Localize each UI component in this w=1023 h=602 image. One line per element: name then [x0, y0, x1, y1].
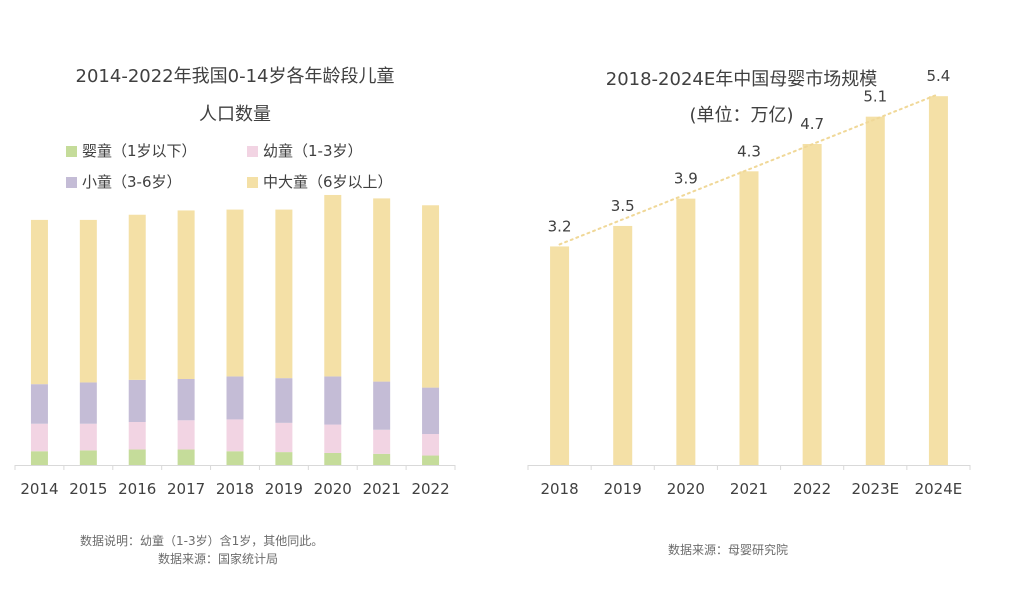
- market-size-bar-chart: 3.220183.520193.920204.320214.720225.120…: [527, 67, 971, 498]
- legend-swatch-preschool: [66, 177, 77, 188]
- bar-segment-infant-2016: [128, 449, 146, 465]
- left-chart-title-line1: 2014-2022年我国0-14岁各年龄段儿童: [75, 66, 395, 87]
- legend-item-preschool: 小童（3-6岁）: [66, 171, 182, 192]
- bar-segment-toddler-2018: [226, 419, 244, 452]
- legend-item-infant: 婴童（1岁以下）: [66, 140, 197, 161]
- bar-segment-older-child-2015: [79, 219, 97, 383]
- legend-label-older-child: 中大童（6岁以上）: [263, 173, 393, 191]
- left-x-tick-label: 2018: [216, 480, 254, 498]
- market-bar-2020: [676, 198, 696, 465]
- bar-segment-older-child-2020: [324, 194, 342, 377]
- bar-segment-older-child-2019: [275, 209, 293, 379]
- market-bar-2018: [550, 246, 570, 465]
- bar-segment-infant-2015: [79, 450, 97, 465]
- bar-segment-preschool-2018: [226, 376, 244, 420]
- bar-segment-preschool-2022: [422, 387, 440, 435]
- left-chart-panel: 2014-2022年我国0-14岁各年龄段儿童 人口数量 婴童（1岁以下） 幼童…: [0, 0, 470, 602]
- market-bar-2024E: [928, 96, 948, 466]
- trend-line: [558, 93, 940, 246]
- left-x-tick-label: 2019: [265, 480, 303, 498]
- market-data-label-2023E: 5.1: [863, 88, 887, 106]
- market-data-label-2022: 4.7: [800, 115, 824, 133]
- bar-segment-toddler-2015: [79, 423, 97, 451]
- bar-segment-preschool-2015: [79, 382, 97, 424]
- bar-segment-older-child-2018: [226, 209, 244, 377]
- bar-segment-infant-2017: [177, 449, 195, 465]
- left-x-tick-label: 2022: [411, 480, 449, 498]
- bar-segment-infant-2014: [30, 451, 48, 465]
- bar-segment-preschool-2017: [177, 379, 195, 421]
- right-chart-subtitle: (单位：万亿): [689, 105, 794, 126]
- bar-segment-infant-2018: [226, 451, 244, 465]
- market-bar-2019: [613, 225, 633, 465]
- legend-item-toddler: 幼童（1-3岁）: [247, 140, 363, 161]
- bar-segment-older-child-2017: [177, 210, 195, 379]
- bar-segment-toddler-2022: [422, 434, 440, 456]
- legend-swatch-infant: [66, 146, 77, 157]
- bar-segment-toddler-2016: [128, 422, 146, 450]
- bar-segment-preschool-2021: [373, 381, 391, 430]
- bar-segment-older-child-2021: [373, 198, 391, 382]
- right-x-tick-label: 2021: [730, 480, 768, 498]
- bar-segment-older-child-2016: [128, 214, 146, 380]
- market-bar-2023E: [865, 116, 885, 466]
- legend-swatch-toddler: [247, 146, 258, 157]
- left-x-tick-label: 2020: [314, 480, 352, 498]
- right-x-tick-label: 2018: [540, 480, 578, 498]
- right-x-tick-label: 2024E: [915, 480, 963, 498]
- bar-segment-toddler-2019: [275, 422, 293, 453]
- legend-label-preschool: 小童（3-6岁）: [82, 173, 182, 191]
- left-chart-title-line2: 人口数量: [199, 104, 271, 125]
- left-chart-source: 数据来源：国家统计局: [158, 552, 279, 566]
- bar-segment-infant-2022: [422, 455, 440, 465]
- legend-item-older-child: 中大童（6岁以上）: [247, 171, 393, 192]
- market-data-label-2024E: 5.4: [926, 67, 950, 85]
- left-chart-data-note: 数据说明：幼童（1-3岁）含1岁，其他同此。: [80, 534, 324, 548]
- left-x-tick-label: 2014: [20, 480, 58, 498]
- bar-segment-preschool-2014: [30, 384, 48, 424]
- legend-swatch-older-child: [247, 177, 258, 188]
- right-chart-panel: 2018-2024E年中国母婴市场规模 (单位：万亿) 3.2 2018 3.5 20…: [500, 0, 1023, 602]
- stacked-bar-chart: 2014 2015 2016 2017 2018 2019 2020 2021 2022: [14, 194, 456, 498]
- left-x-tick-label: 2015: [69, 480, 107, 498]
- bar-segment-toddler-2017: [177, 420, 195, 450]
- market-bar-2021: [739, 171, 759, 465]
- left-x-tick-label: 2016: [118, 480, 156, 498]
- bar-segment-older-child-2022: [422, 205, 440, 388]
- right-chart-title-line1: 2018-2024E年中国母婴市场规模: [605, 69, 878, 90]
- bar-segment-older-child-2014: [30, 219, 48, 385]
- bar-segment-infant-2019: [275, 452, 293, 465]
- right-x-tick-label: 2019: [604, 480, 642, 498]
- left-x-tick-label: 2021: [363, 480, 401, 498]
- bar-segment-preschool-2019: [275, 378, 293, 423]
- market-data-label-2021: 4.3: [737, 142, 761, 160]
- market-data-label-2018: 3.2: [548, 217, 572, 235]
- bar-segment-toddler-2020: [324, 424, 342, 453]
- right-x-tick-label: 2022: [793, 480, 831, 498]
- bar-segment-preschool-2020: [324, 376, 342, 425]
- bar-segment-toddler-2014: [30, 423, 48, 452]
- market-data-label-2020: 3.9: [674, 170, 698, 188]
- bar-segment-infant-2020: [324, 452, 342, 465]
- right-chart-source: 数据来源：母婴研究院: [668, 543, 789, 557]
- bar-segment-toddler-2021: [373, 429, 391, 454]
- bar-segment-preschool-2016: [128, 379, 146, 422]
- bar-segment-infant-2021: [373, 453, 391, 465]
- left-x-tick-label: 2017: [167, 480, 205, 498]
- market-data-label-2019: 3.5: [611, 197, 635, 215]
- right-x-tick-label: 2020: [667, 480, 705, 498]
- right-x-tick-label: 2023E: [851, 480, 899, 498]
- legend-label-toddler: 幼童（1-3岁）: [263, 142, 363, 160]
- market-bar-2022: [802, 143, 822, 466]
- legend-label-infant: 婴童（1岁以下）: [82, 142, 197, 160]
